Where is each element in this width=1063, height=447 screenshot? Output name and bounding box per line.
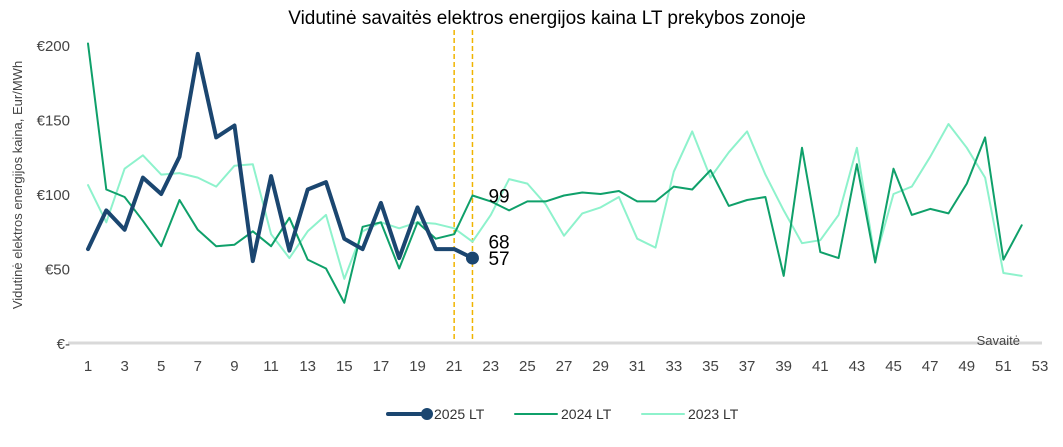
legend-label: 2023 LT [688,406,739,422]
y-tick-label: €50 [45,262,70,279]
legend-marker [421,408,433,420]
x-tick-label: 43 [849,358,866,375]
legend-label: 2025 LT [434,406,485,422]
data-label: 99 [488,186,509,207]
x-tick-label: 17 [373,358,390,375]
x-tick-label: 7 [194,358,202,375]
y-tick-label: €100 [37,187,70,204]
x-axis: 1 3 5 7 9 11 13 15 17 19 21 23 25 27 29 31 33 35 37 39 41 43 4… [68,341,1049,375]
y-axis: €- €50 €100 €150 €200 [37,38,70,353]
x-tick-label: 49 [958,358,975,375]
x-tick-label: 11 [263,358,279,375]
y-tick-label: €- [57,336,70,353]
chart-title: Vidutinė savaitės elektros energijos kai… [288,8,806,29]
x-tick-label: 9 [230,358,238,375]
x-tick-label: 19 [409,358,426,375]
series-line [87,42,1023,304]
x-tick-label: 39 [775,358,792,375]
data-label: 57 [488,249,509,270]
x-tick-label: 27 [556,358,573,375]
x-tick-label: 5 [157,358,165,375]
y-tick-label: €150 [37,113,70,130]
x-tick-label: 35 [702,358,719,375]
x-axis-title: Savaitė [977,333,1020,348]
y-axis-title: Vidutinė elektros energijos kaina, Eur/M… [10,61,25,309]
x-tick-label: 41 [812,358,829,375]
series-line [86,51,475,264]
legend: 2025 LT 2024 LT 2023 LT [386,406,739,422]
x-tick-label: 45 [885,358,902,375]
x-tick-label: 3 [120,358,128,375]
x-tick-label: 1 [84,358,92,375]
series-lines [86,42,1023,304]
x-tick-label: 51 [995,358,1012,375]
data-label: 68 [488,233,509,254]
x-tick-label: 29 [592,358,609,375]
series-line [87,123,1023,280]
x-tick-label: 15 [336,358,353,375]
x-tick-label: 33 [666,358,683,375]
series-end-marker [465,251,479,265]
x-tick-label: 13 [299,358,316,375]
x-tick-label: 47 [922,358,939,375]
x-tick-label: 37 [739,358,756,375]
x-tick-label: 53 [1032,358,1049,375]
x-tick-label: 31 [629,358,646,375]
vertical-markers [453,30,474,343]
x-tick-label: 23 [482,358,499,375]
legend-label: 2024 LT [561,406,612,422]
x-tick-label: 21 [446,358,463,375]
y-tick-label: €200 [37,38,70,55]
x-tick-label: 25 [519,358,536,375]
